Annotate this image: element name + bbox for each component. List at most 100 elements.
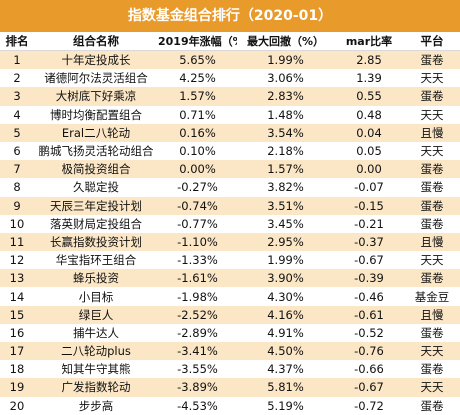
cell-platform: 蛋卷 xyxy=(420,271,444,286)
cell-rank: 7 xyxy=(13,162,21,177)
table-row: 19 广发指数轮动 -3.89% 5.81% -0.67 天天 xyxy=(0,378,460,397)
header-return: 2019年涨幅（%） xyxy=(158,32,237,51)
ranking-table: 排名 组合名称 2019年涨幅（%） 最大回撤（%） mar比率 平台 1 十年定… xyxy=(0,32,460,415)
cell-mar: -0.67 xyxy=(354,380,384,395)
cell-platform: 蛋卷 xyxy=(420,198,444,213)
table-row: 4 博时均衡配置组合 0.71% 1.48% 0.48 天天 xyxy=(0,105,460,124)
cell-return: -2.89% xyxy=(177,325,218,340)
cell-platform: 蛋卷 xyxy=(420,53,444,68)
cell-mar: -0.76 xyxy=(354,344,384,359)
cell-mar: 0.55 xyxy=(356,89,382,104)
cell-mar: -0.72 xyxy=(354,398,384,413)
cell-return: -0.74% xyxy=(177,198,218,213)
cell-drawdown: 2.95% xyxy=(267,234,304,249)
cell-name: 鹏城飞扬灵活轮动组合 xyxy=(38,144,154,159)
cell-platform: 蛋卷 xyxy=(420,162,444,177)
cell-drawdown: 4.37% xyxy=(267,362,304,377)
cell-drawdown: 5.19% xyxy=(267,398,304,413)
cell-platform: 且慢 xyxy=(420,234,444,249)
cell-name: Eral二八轮动 xyxy=(61,125,131,140)
cell-name: 蜂乐投资 xyxy=(73,271,119,286)
cell-return: 0.10% xyxy=(179,144,216,159)
table-row: 8 久聪定投 -0.27% 3.82% -0.07 蛋卷 xyxy=(0,178,460,197)
cell-platform: 蛋卷 xyxy=(420,398,444,413)
cell-name: 极简投资组合 xyxy=(61,162,131,177)
cell-drawdown: 1.99% xyxy=(267,253,304,268)
cell-return: -3.55% xyxy=(177,362,218,377)
cell-drawdown: 3.90% xyxy=(267,271,304,286)
cell-return: -4.53% xyxy=(177,398,218,413)
cell-name: 捕牛达人 xyxy=(73,325,119,340)
cell-name: 小目标 xyxy=(78,289,114,304)
cell-rank: 6 xyxy=(13,144,21,159)
table-body: 1 十年定投成长 5.65% 1.99% 2.85 蛋卷 2 诸德阿尔法灵活组合 4.25% 3.… xyxy=(0,50,460,415)
cell-drawdown: 4.50% xyxy=(267,344,304,359)
cell-platform: 蛋卷 xyxy=(420,362,444,377)
cell-mar: -0.52 xyxy=(354,325,384,340)
cell-return: -1.33% xyxy=(177,253,218,268)
cell-rank: 19 xyxy=(9,380,25,395)
cell-platform: 天天 xyxy=(420,71,444,86)
cell-return: 5.65% xyxy=(179,53,216,68)
cell-return: -0.27% xyxy=(177,180,218,195)
cell-drawdown: 3.45% xyxy=(267,216,304,231)
table-row: 16 捕牛达人 -2.89% 4.91% -0.52 蛋卷 xyxy=(0,323,460,342)
table-row: 5 Eral二八轮动 0.16% 3.54% 0.04 且慢 xyxy=(0,123,460,142)
cell-name: 长赢指数投资计划 xyxy=(50,234,142,249)
cell-return: -1.98% xyxy=(177,289,218,304)
cell-mar: -0.39 xyxy=(354,271,384,286)
table-row: 3 大树底下好乘凉 1.57% 2.83% 0.55 蛋卷 xyxy=(0,87,460,106)
cell-return: -1.61% xyxy=(177,271,218,286)
header-name: 组合名称 xyxy=(34,32,158,51)
cell-mar: 0.48 xyxy=(356,107,382,122)
cell-drawdown: 1.99% xyxy=(267,53,304,68)
cell-mar: 0.05 xyxy=(356,144,382,159)
header-mar: mar比率 xyxy=(334,32,404,51)
cell-name: 绿巨人 xyxy=(78,307,114,322)
cell-rank: 15 xyxy=(9,307,25,322)
cell-platform: 基金豆 xyxy=(414,289,450,304)
cell-platform: 天天 xyxy=(420,380,444,395)
cell-rank: 4 xyxy=(13,107,21,122)
table-row: 11 长赢指数投资计划 -1.10% 2.95% -0.37 且慢 xyxy=(0,232,460,252)
cell-drawdown: 1.57% xyxy=(267,162,304,177)
table-row: 15 绿巨人 -2.52% 4.16% -0.61 且慢 xyxy=(0,305,460,324)
table-row: 20 步步高 -4.53% 5.19% -0.72 蛋卷 xyxy=(0,396,460,415)
cell-name: 博时均衡配置组合 xyxy=(50,107,142,122)
table-row: 17 二八轮动plus -3.41% 4.50% -0.76 天天 xyxy=(0,342,460,361)
cell-mar: -0.46 xyxy=(354,289,384,304)
cell-drawdown: 3.51% xyxy=(267,198,304,213)
cell-mar: -0.15 xyxy=(354,198,384,213)
cell-return: -2.52% xyxy=(177,307,218,322)
cell-drawdown: 4.30% xyxy=(267,289,304,304)
cell-name: 大树底下好乘凉 xyxy=(55,89,137,104)
table-row: 2 诸德阿尔法灵活组合 4.25% 3.06% 1.39 天天 xyxy=(0,69,460,88)
cell-mar: -0.37 xyxy=(354,234,384,249)
cell-name: 十年定投成长 xyxy=(61,53,131,68)
table-row: 12 华宝指环王组合 -1.33% 1.99% -0.67 天天 xyxy=(0,251,460,270)
table-row: 14 小目标 -1.98% 4.30% -0.46 基金豆 xyxy=(0,287,460,306)
cell-mar: 0.04 xyxy=(356,125,382,140)
cell-name: 广发指数轮动 xyxy=(61,380,131,395)
cell-rank: 3 xyxy=(13,89,21,104)
cell-rank: 18 xyxy=(9,362,25,377)
cell-mar: -0.21 xyxy=(354,216,384,231)
cell-platform: 天天 xyxy=(420,144,444,159)
cell-drawdown: 4.91% xyxy=(267,325,304,340)
cell-name: 二八轮动plus xyxy=(61,344,131,359)
cell-platform: 蛋卷 xyxy=(420,325,444,340)
cell-mar: -0.66 xyxy=(354,362,384,377)
cell-drawdown: 1.48% xyxy=(267,107,304,122)
cell-rank: 11 xyxy=(9,234,25,249)
header-rank: 排名 xyxy=(0,32,34,51)
cell-mar: 0.00 xyxy=(356,162,382,177)
cell-drawdown: 2.83% xyxy=(267,89,304,104)
cell-return: -3.41% xyxy=(177,344,218,359)
cell-rank: 5 xyxy=(13,125,21,140)
page-title: 指数基金组合排行（2020-01） xyxy=(0,0,460,32)
table-row: 1 十年定投成长 5.65% 1.99% 2.85 蛋卷 xyxy=(0,50,460,70)
cell-name: 落英财局定投组合 xyxy=(50,216,142,231)
table-row: 18 知其牛守其熊 -3.55% 4.37% -0.66 蛋卷 xyxy=(0,360,460,379)
table-row: 9 天辰三年定投计划 -0.74% 3.51% -0.15 蛋卷 xyxy=(0,196,460,215)
